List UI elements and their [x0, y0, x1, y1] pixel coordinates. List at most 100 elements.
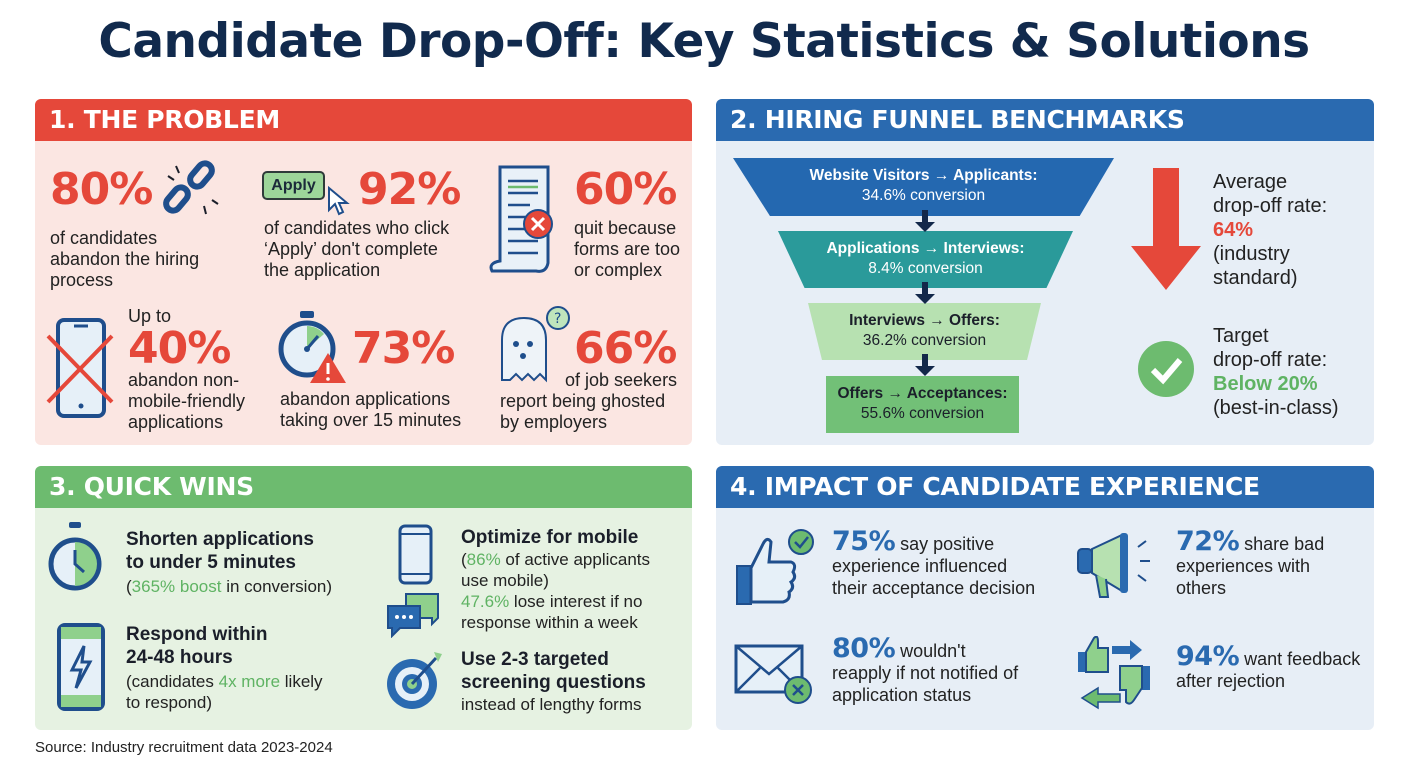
funnel-panel: 2. HIRING FUNNEL BENCHMARKS: [716, 99, 1374, 445]
down-arrow-icon: [915, 282, 935, 304]
stat-text: taking over 15 minutes: [280, 410, 462, 430]
impact-text: application status: [832, 685, 972, 705]
impact-text: reapply if not notified of: [832, 663, 1019, 683]
tip-text: to respond): [126, 693, 212, 712]
avg-note: standard): [1213, 267, 1298, 289]
lightning-phone-icon: [57, 623, 105, 711]
stat-value: 40%: [128, 323, 231, 374]
stage-label: Interviews → Offers:: [849, 312, 1000, 329]
stage-conversion: 8.4% conversion: [868, 260, 983, 277]
impact-text: want feedback: [1239, 649, 1361, 669]
stat-text: or complex: [574, 260, 663, 280]
target-label: Target: [1213, 325, 1269, 347]
impact-text: after rejection: [1176, 671, 1286, 691]
tip-text: instead of lengthy forms: [461, 695, 642, 714]
target-label: drop-off rate:: [1213, 349, 1328, 371]
quick-wins-panel: 3. QUICK WINS: [35, 466, 692, 730]
tip-title: Respond within: [126, 624, 268, 645]
tip-text: (: [461, 550, 467, 569]
tip-text: likely: [280, 672, 323, 691]
impact-value: 75%: [832, 526, 896, 557]
tip-title: Use 2-3 targeted: [461, 649, 609, 670]
broken-chain-icon: [163, 160, 219, 215]
impact-text: their acceptance decision: [832, 578, 1036, 598]
tip-text: of active applicants: [500, 550, 651, 569]
impact-header: 4. IMPACT OF CANDIDATE EXPERIENCE: [716, 466, 1374, 508]
tip-highlight: 86%: [466, 550, 501, 569]
stat-text: report being ghosted: [500, 391, 666, 411]
stat-text: forms are too: [574, 239, 681, 259]
stage-label: Website Visitors → Applicants:: [809, 167, 1038, 184]
stopwatch-warning-icon: [278, 311, 346, 383]
stat-text: by employers: [500, 412, 608, 432]
impact-value: 72%: [1176, 526, 1240, 557]
stat-text: abandon non-: [128, 370, 240, 390]
funnel-header: 2. HIRING FUNNEL BENCHMARKS: [716, 99, 1374, 141]
impact-text: others: [1176, 578, 1227, 598]
impact-text: wouldn't: [895, 641, 966, 661]
impact-value: 94%: [1176, 641, 1240, 672]
funnel-stage: Interviews → Offers: 36.2% conversion: [808, 303, 1041, 360]
tip-title: screening questions: [461, 672, 646, 693]
impact-panel: 4. IMPACT OF CANDIDATE EXPERIENCE: [716, 466, 1374, 730]
avg-label: drop-off rate:: [1213, 195, 1328, 217]
impact-value: 80%: [832, 633, 896, 664]
tip-title: Optimize for mobile: [461, 527, 639, 548]
page-title: Candidate Drop-Off: Key Statistics & Sol…: [98, 14, 1310, 69]
tip-highlight: 4x more: [218, 672, 281, 691]
apply-button-icon: Apply: [262, 171, 325, 200]
mobile-phone-icon: [398, 524, 433, 585]
stat-text: of candidates: [50, 228, 158, 248]
tip-text: (: [126, 577, 132, 596]
quick-wins-header: 3. QUICK WINS: [35, 466, 692, 508]
stage-conversion: 55.6% conversion: [860, 405, 985, 422]
tip-title: Shorten applications: [126, 529, 314, 550]
avg-note: (industry: [1213, 243, 1290, 265]
impact-text: share bad: [1239, 534, 1325, 554]
target-value: Below 20%: [1213, 373, 1318, 395]
avg-value: 64%: [1213, 219, 1254, 241]
stat-text: process: [50, 270, 114, 290]
thumbs-up-check-icon: [736, 529, 814, 605]
stat-value: 66%: [574, 323, 677, 374]
target-note: (best-in-class): [1213, 397, 1339, 419]
stat-text: ‘Apply’ don't complete: [264, 239, 438, 259]
stat-text: applications: [128, 412, 224, 432]
cursor-icon: [328, 186, 350, 216]
stage-conversion: 34.6% conversion: [861, 187, 986, 204]
check-circle-icon: [1138, 341, 1194, 397]
avg-label: Average: [1213, 171, 1288, 193]
source-note: Source: Industry recruitment data 2023-2…: [35, 739, 333, 756]
tip-text: lose interest if no: [509, 592, 643, 611]
red-down-arrow-icon: [1131, 168, 1201, 290]
funnel-arrows: [915, 210, 935, 376]
tip-text: use mobile): [461, 571, 549, 590]
tip-highlight: 47.6%: [461, 592, 510, 611]
ghost-icon: ?: [501, 306, 570, 383]
tip-title: to under 5 minutes: [126, 552, 296, 573]
impact-text: experiences with: [1176, 556, 1311, 576]
feedback-thumbs-icon: [1078, 636, 1150, 710]
tip-text: (candidates: [126, 672, 219, 691]
impact-text: experience influenced: [832, 556, 1008, 576]
stat-value: 73%: [352, 323, 455, 374]
stage-conversion: 36.2% conversion: [862, 332, 987, 349]
form-error-icon: [489, 165, 553, 273]
tip-title: 24-48 hours: [126, 647, 233, 668]
stat-value: 60%: [574, 164, 677, 215]
stopwatch-icon: [48, 522, 102, 591]
tip-highlight: 365% boost: [131, 577, 222, 596]
funnel-stage: Applications → Interviews: 8.4% conversio…: [778, 231, 1073, 288]
down-arrow-icon: [915, 210, 935, 232]
stat-text: of job seekers: [565, 370, 678, 390]
stat-text: abandon applications: [280, 389, 451, 409]
crossed-phone-icon: [46, 318, 114, 418]
stat-text: mobile-friendly: [128, 391, 246, 411]
stat-text: abandon the hiring: [50, 249, 200, 269]
chat-bubbles-icon: [387, 593, 439, 638]
funnel-stage: Offers → Acceptances: 55.6% conversion: [826, 376, 1019, 433]
problem-header: 1. THE PROBLEM: [35, 99, 692, 141]
funnel-stage: Website Visitors → Applicants: 34.6% conv…: [733, 158, 1114, 216]
stat-text: quit because: [574, 218, 677, 238]
problem-panel: 1. THE PROBLEM: [35, 99, 692, 445]
